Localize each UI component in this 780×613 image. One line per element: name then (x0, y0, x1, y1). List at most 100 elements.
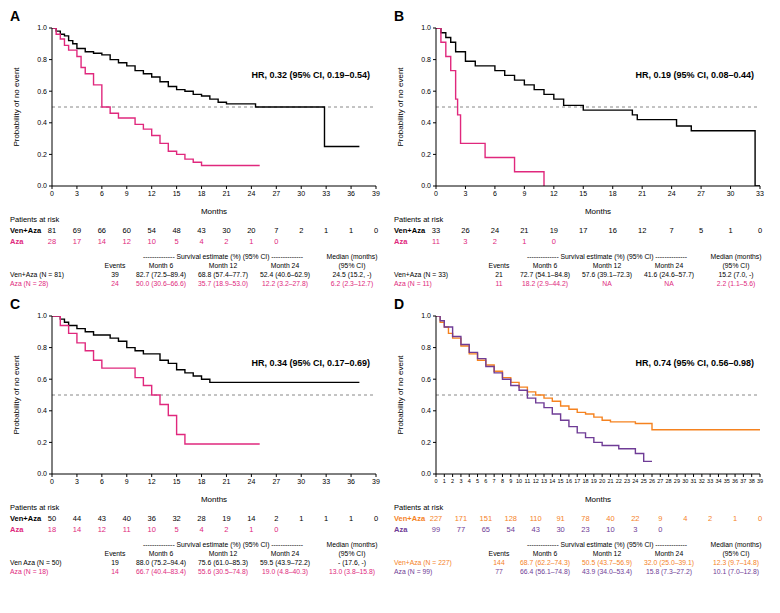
svg-text:21: 21 (223, 478, 231, 485)
svg-text:0.2: 0.2 (421, 151, 431, 158)
svg-text:Probability of no event: Probability of no event (12, 355, 21, 435)
svg-text:30: 30 (727, 190, 735, 197)
svg-text:36: 36 (347, 478, 355, 485)
svg-text:9: 9 (125, 478, 129, 485)
svg-text:0.4: 0.4 (421, 119, 431, 126)
svg-text:27: 27 (657, 478, 663, 484)
svg-text:6: 6 (100, 478, 104, 485)
svg-text:18: 18 (198, 478, 206, 485)
svg-text:22: 22 (616, 478, 622, 484)
svg-text:29: 29 (674, 478, 680, 484)
svg-text:6: 6 (484, 478, 487, 484)
svg-text:Probability of no event: Probability of no event (396, 67, 405, 147)
svg-text:24: 24 (247, 190, 255, 197)
svg-text:30: 30 (297, 190, 305, 197)
svg-text:0.0: 0.0 (37, 182, 47, 189)
svg-text:0.0: 0.0 (421, 470, 431, 477)
svg-text:Probability of no event: Probability of no event (396, 355, 405, 435)
svg-text:15: 15 (579, 190, 587, 197)
svg-text:0.6: 0.6 (421, 376, 431, 383)
svg-text:27: 27 (272, 478, 280, 485)
svg-text:3: 3 (459, 478, 462, 484)
svg-text:39: 39 (757, 478, 763, 484)
svg-text:Months: Months (585, 207, 611, 214)
svg-text:10: 10 (516, 478, 522, 484)
svg-text:33: 33 (707, 478, 713, 484)
svg-text:13: 13 (541, 478, 547, 484)
svg-text:39: 39 (372, 190, 380, 197)
svg-text:26: 26 (649, 478, 655, 484)
svg-text:0.8: 0.8 (37, 344, 47, 351)
svg-text:18: 18 (582, 478, 588, 484)
svg-text:0: 0 (50, 190, 54, 197)
svg-text:3: 3 (464, 190, 468, 197)
svg-text:12: 12 (550, 190, 558, 197)
svg-text:33: 33 (322, 478, 330, 485)
svg-text:21: 21 (223, 190, 231, 197)
svg-text:23: 23 (624, 478, 630, 484)
svg-text:39: 39 (372, 478, 380, 485)
svg-text:2: 2 (451, 478, 454, 484)
svg-text:16: 16 (566, 478, 572, 484)
svg-text:0.6: 0.6 (37, 88, 47, 95)
svg-text:27: 27 (272, 190, 280, 197)
svg-text:15: 15 (558, 478, 564, 484)
svg-text:24: 24 (632, 478, 638, 484)
svg-text:0.2: 0.2 (421, 439, 431, 446)
svg-text:30: 30 (682, 478, 688, 484)
svg-text:0.6: 0.6 (421, 88, 431, 95)
svg-text:0.4: 0.4 (37, 119, 47, 126)
svg-text:6: 6 (100, 190, 104, 197)
svg-text:0: 0 (434, 478, 437, 484)
svg-text:11: 11 (525, 478, 531, 484)
svg-text:28: 28 (666, 478, 672, 484)
svg-text:0.0: 0.0 (421, 182, 431, 189)
svg-text:4: 4 (468, 478, 471, 484)
svg-text:35: 35 (724, 478, 730, 484)
svg-text:9: 9 (522, 190, 526, 197)
svg-text:31: 31 (690, 478, 696, 484)
svg-text:32: 32 (699, 478, 705, 484)
svg-text:21: 21 (607, 478, 613, 484)
svg-text:3: 3 (75, 190, 79, 197)
svg-text:24: 24 (247, 478, 255, 485)
svg-text:0.2: 0.2 (37, 439, 47, 446)
svg-text:15: 15 (173, 190, 181, 197)
svg-text:Probability of no event: Probability of no event (12, 67, 21, 147)
svg-text:9: 9 (125, 190, 129, 197)
svg-text:Months: Months (201, 207, 227, 214)
svg-text:18: 18 (198, 190, 206, 197)
svg-text:0.4: 0.4 (421, 407, 431, 414)
svg-text:33: 33 (322, 190, 330, 197)
svg-text:1.0: 1.0 (421, 312, 431, 319)
svg-text:15: 15 (173, 478, 181, 485)
svg-text:5: 5 (476, 478, 479, 484)
svg-text:0.4: 0.4 (37, 407, 47, 414)
svg-text:36: 36 (732, 478, 738, 484)
svg-text:19: 19 (591, 478, 597, 484)
svg-text:7: 7 (493, 478, 496, 484)
svg-text:0.2: 0.2 (37, 151, 47, 158)
svg-text:33: 33 (756, 190, 764, 197)
svg-text:24: 24 (668, 190, 676, 197)
svg-text:30: 30 (297, 478, 305, 485)
svg-text:20: 20 (599, 478, 605, 484)
svg-text:3: 3 (75, 478, 79, 485)
svg-text:Months: Months (585, 495, 611, 502)
svg-text:1.0: 1.0 (421, 24, 431, 31)
svg-text:12: 12 (148, 190, 156, 197)
svg-text:1.0: 1.0 (37, 24, 47, 31)
svg-text:1.0: 1.0 (37, 312, 47, 319)
svg-text:Months: Months (201, 495, 227, 502)
svg-text:0: 0 (50, 478, 54, 485)
svg-text:27: 27 (697, 190, 705, 197)
svg-text:0.8: 0.8 (37, 56, 47, 63)
svg-text:34: 34 (715, 478, 721, 484)
svg-text:36: 36 (347, 190, 355, 197)
svg-text:21: 21 (638, 190, 646, 197)
svg-text:8: 8 (501, 478, 504, 484)
svg-text:1: 1 (443, 478, 446, 484)
svg-text:6: 6 (493, 190, 497, 197)
svg-text:38: 38 (749, 478, 755, 484)
svg-text:18: 18 (609, 190, 617, 197)
